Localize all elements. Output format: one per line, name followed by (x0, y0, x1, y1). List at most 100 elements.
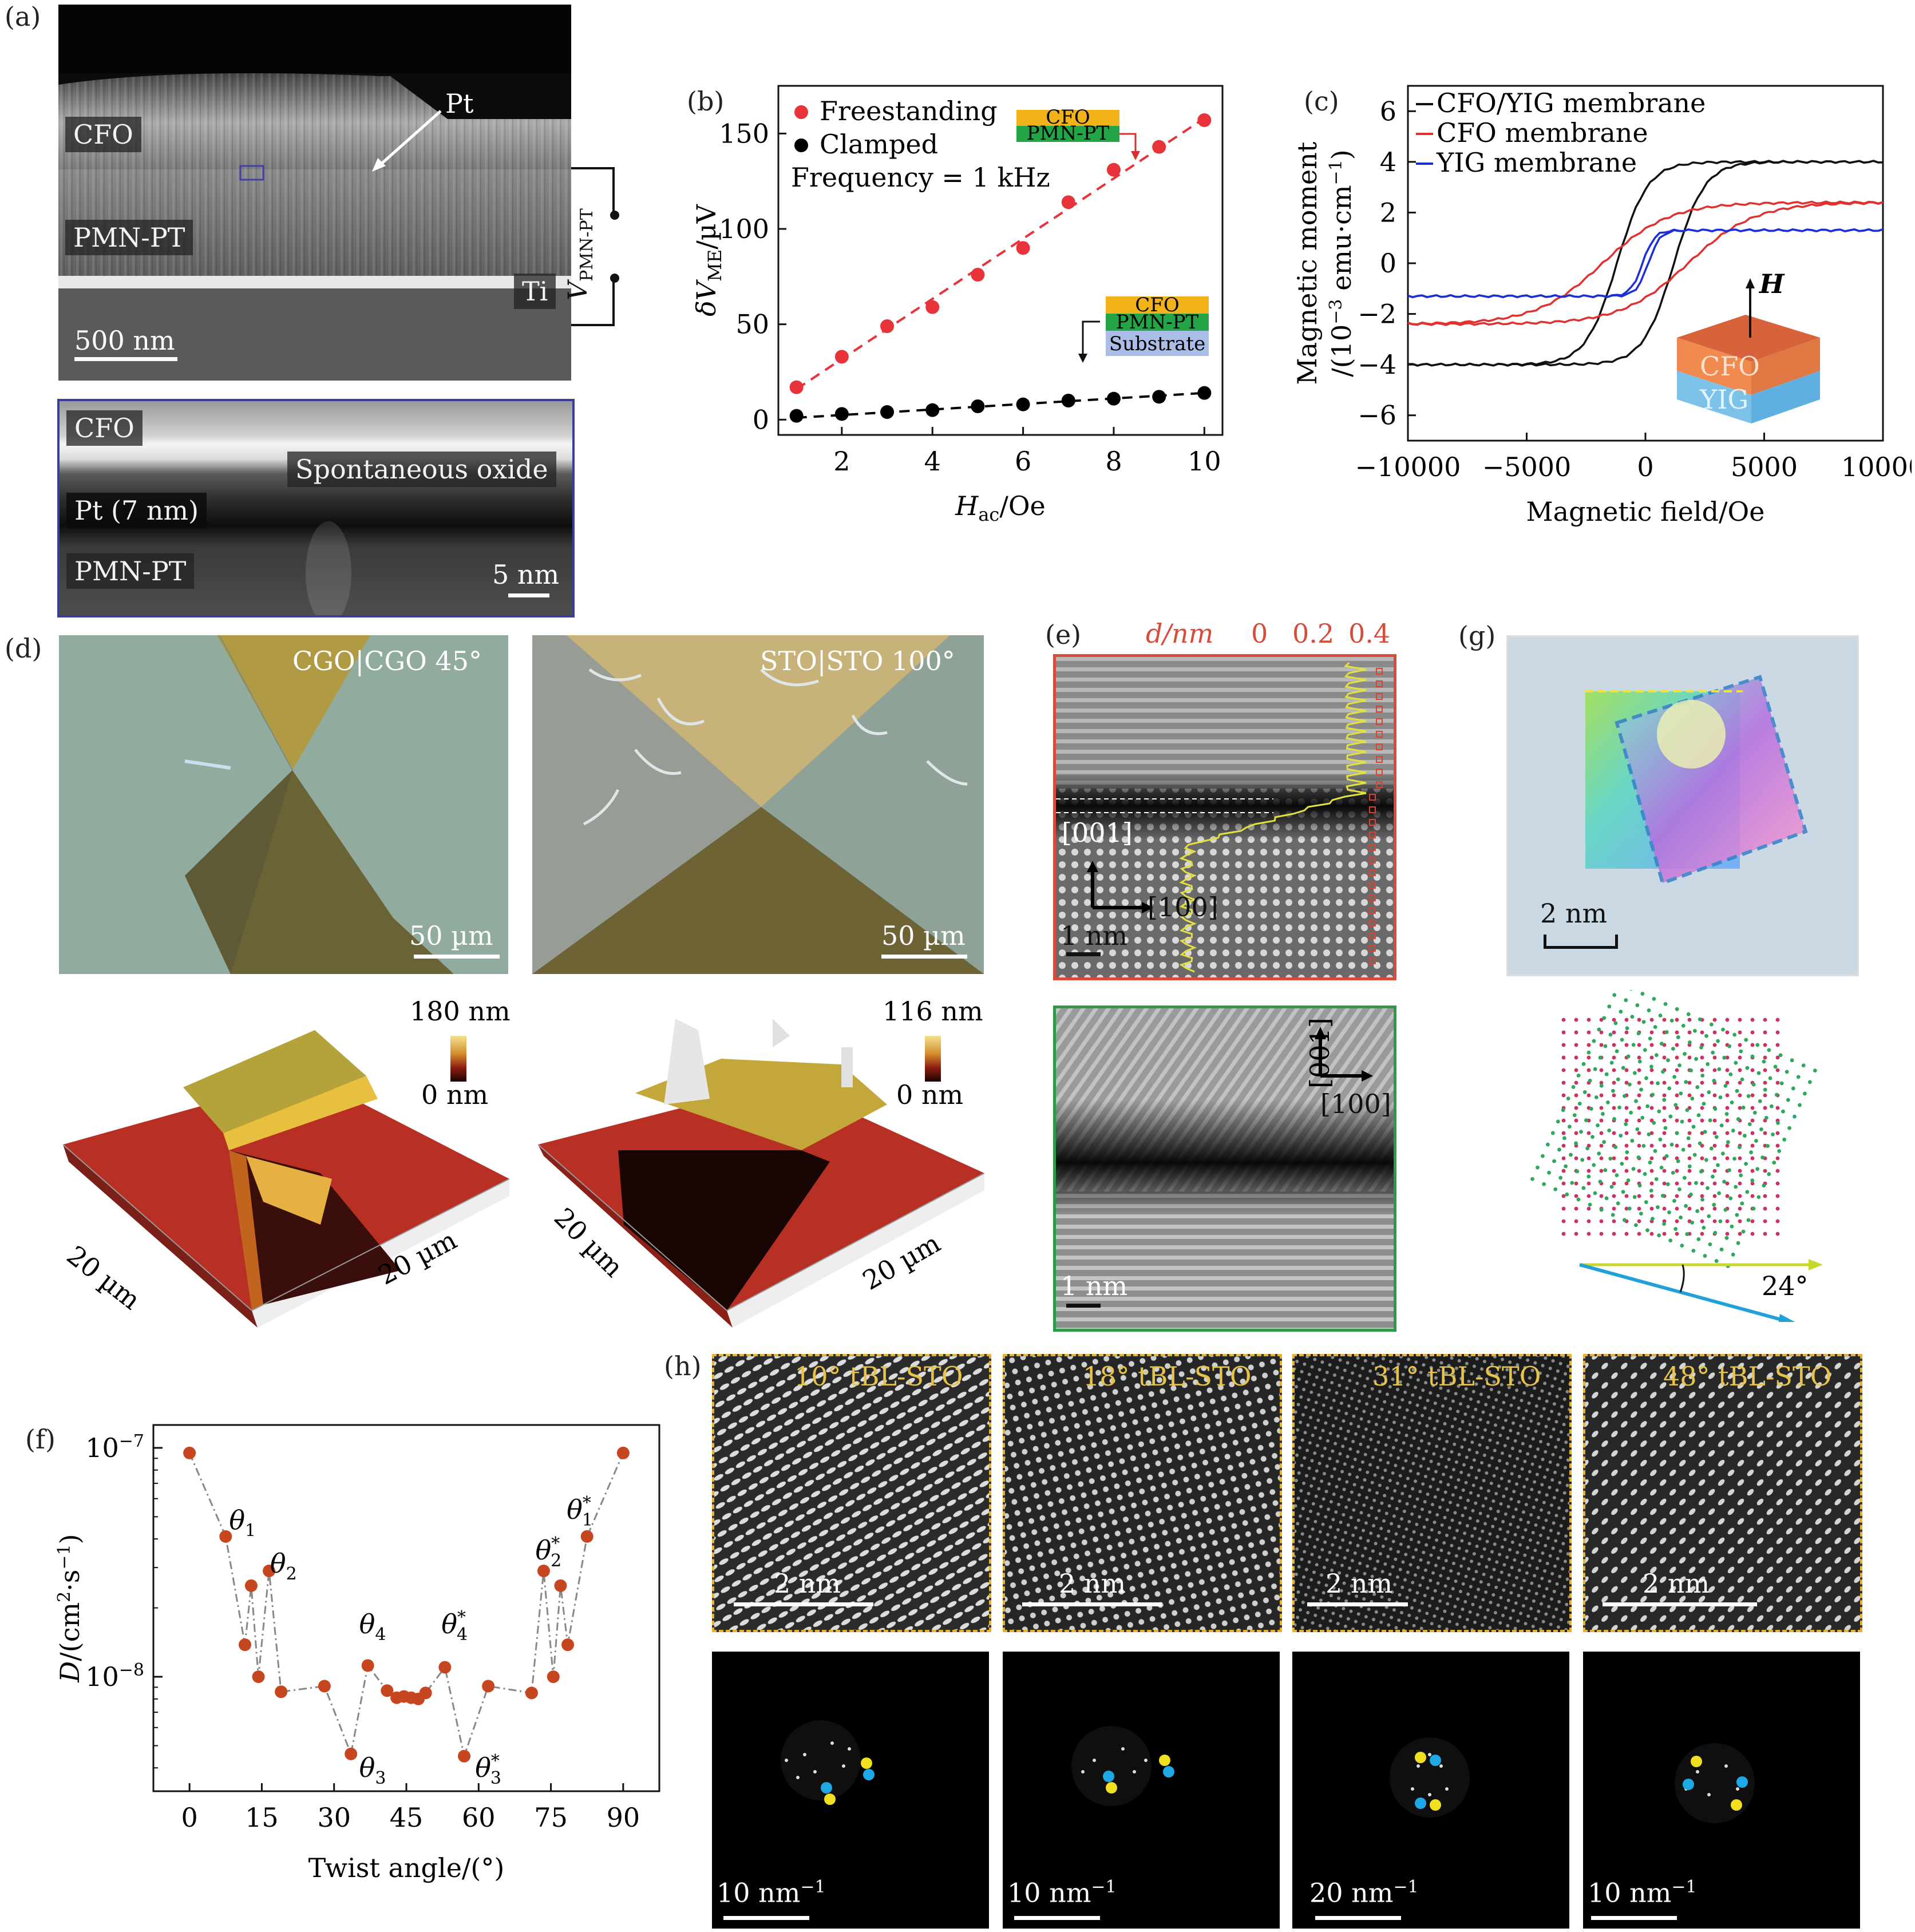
g-lattice-a-atom (1612, 1156, 1616, 1161)
g-lattice-b-atom (1601, 1112, 1605, 1116)
e-d-axis-title: d/nm (1146, 618, 1213, 649)
h-hrstem-31-texture (1295, 1356, 1569, 1630)
g-lattice-b-atom (1644, 1200, 1648, 1204)
g-lattice-b-atom (1575, 1169, 1580, 1174)
g-lattice-b-atom (1641, 1143, 1646, 1148)
g-lattice-b-atom (1703, 1130, 1707, 1134)
g-lattice-a-atom (1712, 1143, 1717, 1148)
g-lattice-a-atom (1624, 1118, 1629, 1123)
g-lattice-b-atom (1656, 1205, 1660, 1209)
g-lattice-a-atom (1700, 1156, 1704, 1161)
g-lattice-b-atom (1768, 1076, 1772, 1080)
g-lattice-b-atom (1798, 1103, 1802, 1107)
g-lattice-b-atom (1657, 1233, 1661, 1238)
g-lattice-a-atom (1712, 1219, 1717, 1224)
c-ytick-label: 2 (1380, 197, 1396, 228)
b-inset-bot-arrowhead (1078, 354, 1087, 363)
g-lattice-b-atom (1694, 1181, 1698, 1185)
g-lattice-b-atom (1634, 1223, 1638, 1228)
f-annotation-sub: 1 (582, 1510, 593, 1530)
g-lattice-a-atom (1675, 1206, 1679, 1211)
g-lattice-a-atom (1637, 1169, 1641, 1173)
h-fft-val-10: 10 nm (717, 1877, 801, 1909)
g-lattice-a-atom (1675, 1080, 1679, 1085)
g-lattice-b-atom (1713, 1230, 1718, 1235)
b-point-0 (880, 319, 895, 333)
g-lattice-b-atom (1691, 1125, 1696, 1129)
g-lattice-a-atom (1750, 1118, 1755, 1123)
e-red-marker (1369, 857, 1376, 864)
g-lattice-b-atom (1668, 1114, 1673, 1119)
b-fit-line-1 (796, 391, 1205, 419)
c-xtick-label: 5000 (1731, 452, 1798, 482)
g-lattice-a-atom (1624, 1018, 1629, 1022)
stem-lower-texture (1056, 1008, 1394, 1329)
g-lattice-b-atom (1776, 1121, 1780, 1125)
c-xlabel: Magnetic field/Oe (1526, 496, 1765, 527)
g-lattice-a-atom (1649, 1018, 1654, 1022)
c-ytick-label: 4 (1380, 147, 1396, 177)
g-lattice-b-atom (1677, 1187, 1681, 1191)
g-lattice-a-atom (1612, 1043, 1616, 1047)
g-lattice-b-atom (1599, 1208, 1604, 1212)
f-point (580, 1530, 594, 1543)
g-lattice-a-atom (1586, 1068, 1591, 1072)
g-lattice-b-atom (1751, 1082, 1756, 1087)
pt-label: Pt (445, 88, 474, 119)
g-lattice-a-atom (1649, 1055, 1654, 1060)
b-inset-bot-sub-text: Substrate (1109, 332, 1205, 355)
g-lattice-a-atom (1687, 1206, 1692, 1211)
g-lattice-b-atom (1620, 1162, 1624, 1166)
g-lattice-b-atom (1744, 1162, 1748, 1166)
g-lattice-a-atom (1750, 1068, 1755, 1072)
scale-bar-500nm (74, 357, 177, 361)
g-lattice-a-atom (1637, 1043, 1641, 1047)
b-point-1 (834, 407, 849, 421)
g-lattice-b-atom (1632, 1071, 1637, 1075)
g-lattice-a-atom (1712, 1181, 1717, 1186)
g-lattice-b-atom (1732, 1157, 1736, 1161)
g-lattice-b-atom (1739, 1049, 1743, 1054)
f-point (554, 1579, 567, 1592)
g-axis-b-head (1778, 1314, 1795, 1322)
h-fft-48: 10 nm−1 (1583, 1652, 1860, 1929)
inset-pt-tag: Pt (7 nm) (66, 493, 207, 528)
e-red-marker (1376, 706, 1383, 712)
g-lattice-a-atom (1675, 1232, 1679, 1236)
f-point (252, 1670, 265, 1683)
b-annotation: Frequency = 1 kHz (791, 162, 1050, 193)
g-lattice-a-atom (1612, 1181, 1616, 1186)
f-ylabel: D/(cm2·s−1) (54, 1534, 85, 1682)
c-loop-down-2 (1407, 228, 1884, 299)
b-inset-bot-pmnpt (1106, 314, 1209, 331)
g-lattice-a-atom (1763, 1169, 1767, 1173)
e-red-marker (1369, 907, 1376, 914)
e-red-marker (1376, 668, 1383, 675)
h-fft-val-48: 10 nm (1588, 1877, 1672, 1909)
g-lattice-a-atom (1738, 1018, 1742, 1022)
g-lattice-a-atom (1775, 1080, 1780, 1085)
g-lattice-b-atom (1627, 1206, 1632, 1211)
g-lattice-b-atom (1566, 1096, 1570, 1100)
b-point-0 (1197, 113, 1212, 127)
g-lattice-a-atom (1574, 1030, 1578, 1035)
f-point (183, 1446, 196, 1459)
g-lattice-b-atom (1698, 1017, 1702, 1022)
panel-h-label: (h) (664, 1351, 702, 1381)
b-point-1 (1197, 386, 1212, 400)
f-annotation-5: θ* 3 (475, 1751, 501, 1788)
g-lattice-b-atom (1612, 993, 1617, 997)
g-lattice-b-atom (1724, 1112, 1729, 1116)
g-lattice-b-atom (1616, 1077, 1620, 1082)
g-lattice-b-atom (1756, 1071, 1761, 1075)
g-lattice-b-atom (1686, 1012, 1691, 1016)
g-lattice-b-atom (1557, 1147, 1561, 1152)
f-point (561, 1638, 575, 1652)
g-lattice-b-atom (1679, 1216, 1683, 1220)
optical-right: STO|STO 100° 50 µm (532, 635, 984, 974)
g-lattice-a-atom (1599, 1232, 1604, 1236)
g-lattice-b-atom (1629, 990, 1633, 991)
c-inset-h-label: H (1758, 268, 1785, 299)
g-lattice-b-atom (1801, 1063, 1806, 1068)
g-lattice-b-atom (1727, 1168, 1731, 1173)
